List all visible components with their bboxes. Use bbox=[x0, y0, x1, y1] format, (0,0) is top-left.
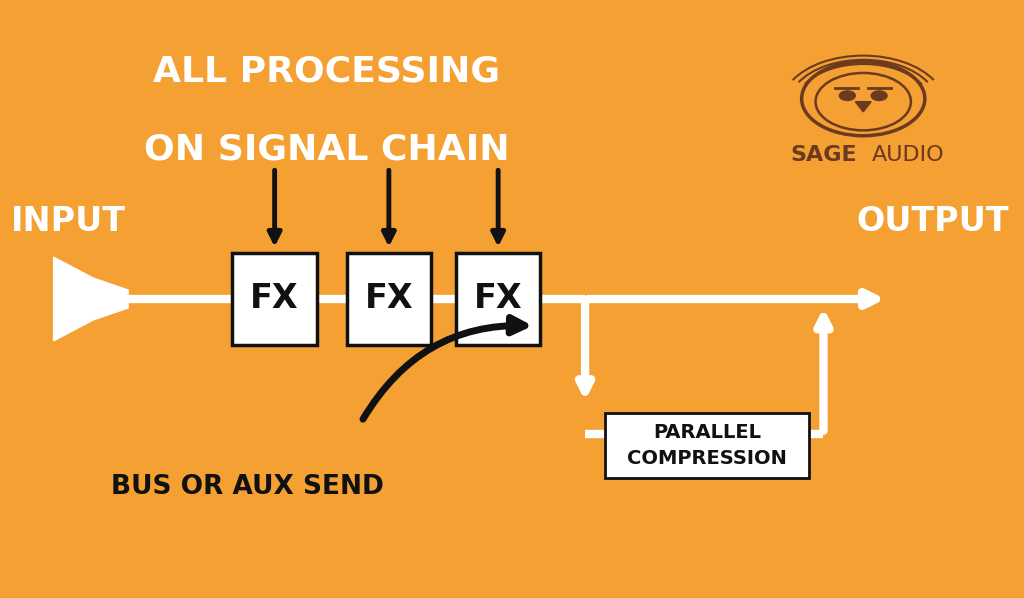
Polygon shape bbox=[855, 102, 871, 112]
FancyBboxPatch shape bbox=[232, 252, 316, 346]
Text: OUTPUT: OUTPUT bbox=[856, 205, 1009, 238]
Text: FX: FX bbox=[474, 282, 522, 316]
FancyBboxPatch shape bbox=[347, 252, 431, 346]
FancyArrowPatch shape bbox=[362, 318, 525, 419]
Text: BUS OR AUX SEND: BUS OR AUX SEND bbox=[111, 474, 384, 501]
Text: FX: FX bbox=[250, 282, 299, 316]
Text: COMPRESSION: COMPRESSION bbox=[627, 449, 786, 468]
Polygon shape bbox=[53, 257, 128, 341]
Circle shape bbox=[871, 91, 887, 100]
Text: INPUT: INPUT bbox=[11, 205, 126, 238]
Text: AUDIO: AUDIO bbox=[871, 145, 944, 166]
Text: FX: FX bbox=[365, 282, 413, 316]
Circle shape bbox=[840, 91, 855, 100]
FancyBboxPatch shape bbox=[456, 252, 541, 346]
Text: PARALLEL: PARALLEL bbox=[652, 423, 761, 442]
Text: ALL PROCESSING: ALL PROCESSING bbox=[154, 55, 501, 89]
Text: ON SIGNAL CHAIN: ON SIGNAL CHAIN bbox=[144, 133, 510, 166]
FancyBboxPatch shape bbox=[605, 413, 809, 478]
Text: SAGE: SAGE bbox=[791, 145, 857, 166]
